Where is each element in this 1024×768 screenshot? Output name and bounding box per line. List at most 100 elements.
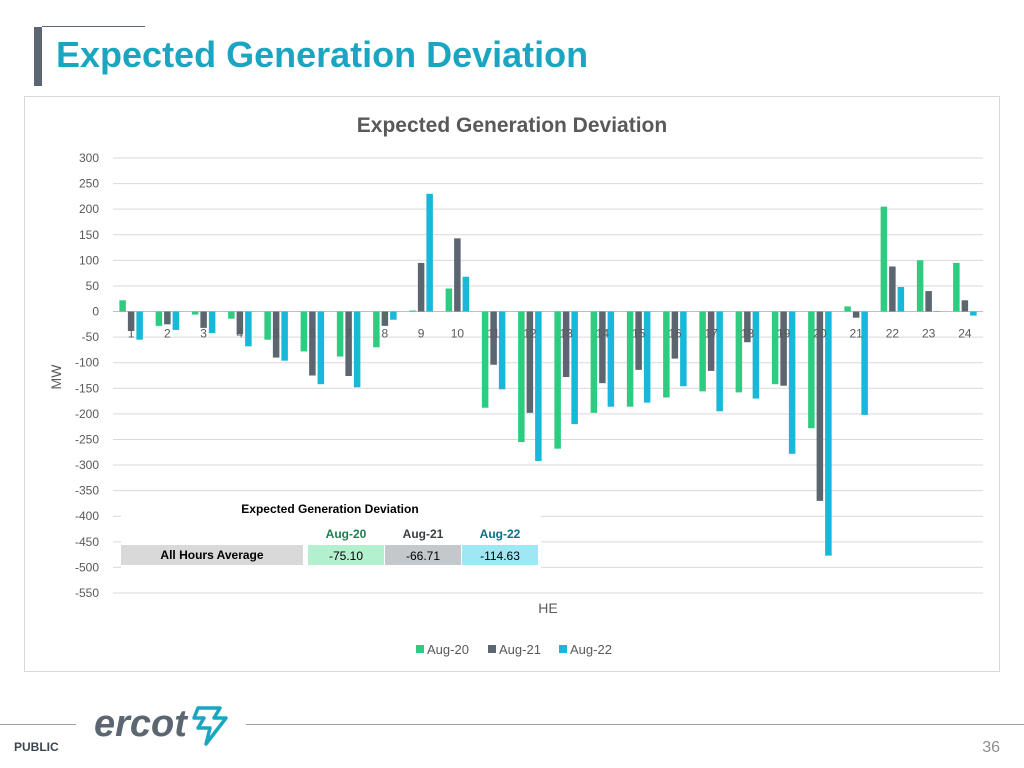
x-tick-label: 21 <box>849 327 863 341</box>
bar-aug-21-he20 <box>816 311 824 501</box>
x-tick-label: 6 <box>309 327 316 341</box>
y-tick-label: -50 <box>82 330 100 344</box>
summary-value: -75.10 <box>329 549 363 563</box>
bar-aug-20-he7 <box>336 311 344 357</box>
bar-aug-20-he5 <box>264 311 271 340</box>
x-tick-label: 20 <box>813 327 827 341</box>
title-accent-line <box>42 26 145 27</box>
bar-aug-21-he23 <box>925 291 932 312</box>
public-label: PUBLIC <box>14 740 59 754</box>
bar-aug-22-he23 <box>933 311 941 313</box>
y-tick-label: -150 <box>75 381 99 395</box>
bar-aug-20-he21 <box>844 306 851 312</box>
bar-aug-20-he24 <box>953 262 960 312</box>
y-tick-label: -350 <box>75 484 99 498</box>
x-tick-label: 5 <box>273 327 280 341</box>
bar-aug-21-he21 <box>852 311 860 318</box>
x-tick-label: 19 <box>777 327 791 341</box>
x-tick-label: 17 <box>704 327 718 341</box>
bar-aug-21-he10 <box>454 238 461 312</box>
bar-aug-20-he6 <box>300 311 308 352</box>
x-tick-label: 14 <box>596 327 610 341</box>
ercot-logo: ercot <box>94 700 234 752</box>
bar-aug-22-he21 <box>861 311 868 415</box>
legend-swatch <box>416 645 424 653</box>
bar-aug-22-he7 <box>353 311 361 388</box>
summary-value: -66.71 <box>406 549 440 563</box>
bar-aug-22-he19 <box>788 311 796 454</box>
label-layer: 300 250 200 150 100 50 0 -50 -100 -150 -200 -250 -30… <box>75 151 972 600</box>
y-axis-label: MW <box>48 364 64 390</box>
x-tick-label: 10 <box>451 327 465 341</box>
y-tick-label: -200 <box>75 407 99 421</box>
x-tick-label: 15 <box>632 327 646 341</box>
x-tick-label: 16 <box>668 327 682 341</box>
y-tick-label: -250 <box>75 432 99 446</box>
legend-label: Aug-20 <box>427 642 469 657</box>
bar-aug-22-he5 <box>281 311 288 361</box>
title-accent-bar <box>34 27 42 86</box>
bar-aug-21-he16 <box>671 311 679 359</box>
y-tick-label: 100 <box>79 253 99 267</box>
bar-aug-22-he2 <box>172 311 180 330</box>
bar-aug-20-he2 <box>155 311 163 326</box>
footer-divider-right <box>246 724 1024 725</box>
x-tick-label: 12 <box>523 327 537 341</box>
x-tick-label: 8 <box>382 327 389 341</box>
summary-value-cell <box>385 545 461 565</box>
summary-table-header: Aug-22 <box>480 527 521 541</box>
legend-swatch <box>559 645 567 653</box>
bar-aug-21-he22 <box>889 266 896 312</box>
grid-layer <box>113 157 983 594</box>
x-tick-label: 1 <box>128 327 135 341</box>
x-tick-label: 23 <box>922 327 936 341</box>
page-number: 36 <box>982 739 1000 756</box>
bar-aug-20-he18 <box>735 311 743 393</box>
y-tick-label: -300 <box>75 458 99 472</box>
summary-table-title: Expected Generation Deviation <box>241 502 418 516</box>
bar-aug-21-he13 <box>562 311 570 378</box>
bar-aug-20-he8 <box>373 311 380 348</box>
y-tick-label: -550 <box>75 586 99 600</box>
bar-aug-21-he9 <box>417 262 425 312</box>
bar-aug-22-he14 <box>607 311 615 407</box>
bar-aug-22-he18 <box>752 311 760 399</box>
y-tick-label: 150 <box>79 228 99 242</box>
y-tick-label: -400 <box>75 509 99 523</box>
bar-aug-21-he11 <box>490 311 497 365</box>
bar-aug-22-he1 <box>136 311 143 340</box>
x-tick-label: 18 <box>741 327 755 341</box>
bar-aug-22-he15 <box>643 311 651 403</box>
bar-aug-22-he10 <box>462 276 470 312</box>
y-tick-label: -100 <box>75 356 99 370</box>
summary-table: Expected Generation Deviation Aug-20 Aug-2… <box>121 497 541 575</box>
bar-aug-21-he12 <box>526 311 534 413</box>
bar-aug-22-he20 <box>825 311 832 556</box>
x-axis-label: HE <box>538 600 557 616</box>
y-tick-label: -500 <box>75 560 99 574</box>
bar-aug-21-he15 <box>635 311 642 370</box>
chart-legend: Aug-20 Aug-21 Aug-22 <box>416 642 612 657</box>
legend-label: Aug-22 <box>570 642 612 657</box>
legend-label: Aug-21 <box>499 642 541 657</box>
bar-aug-21-he24 <box>961 300 969 312</box>
bar-aug-20-he22 <box>880 206 888 312</box>
generation-deviation-chart: 300 250 200 150 100 50 0 -50 -100 -150 -200 -250 -30… <box>48 114 983 657</box>
summary-row-label-cell <box>121 545 303 565</box>
x-tick-label: 4 <box>237 327 244 341</box>
bar-aug-22-he4 <box>245 311 252 347</box>
bar-aug-22-he11 <box>498 311 506 390</box>
legend-swatch <box>488 645 496 653</box>
bar-aug-22-he24 <box>970 311 977 316</box>
summary-value-cell <box>308 545 384 565</box>
bar-aug-20-he19 <box>771 311 779 385</box>
bar-aug-22-he16 <box>680 311 687 387</box>
x-tick-label: 22 <box>886 327 900 341</box>
bar-aug-22-he22 <box>897 286 905 312</box>
x-tick-label: 7 <box>345 327 352 341</box>
bar-aug-20-he3 <box>191 311 199 315</box>
bar-aug-21-he8 <box>381 311 389 326</box>
chart-title: Expected Generation Deviation <box>357 114 667 137</box>
bar-aug-20-he10 <box>445 288 453 312</box>
y-tick-label: 300 <box>79 151 99 165</box>
